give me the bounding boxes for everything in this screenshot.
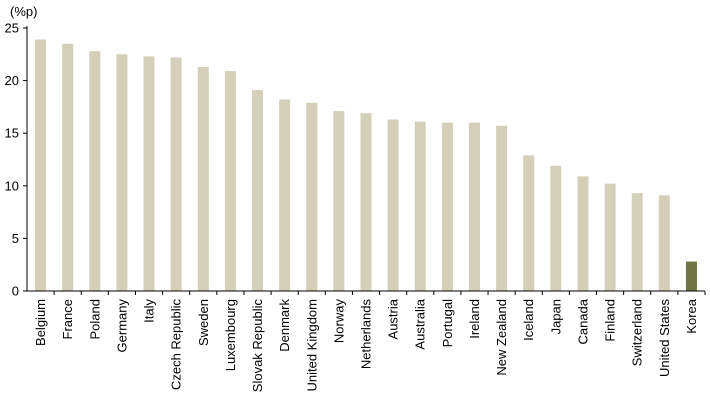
x-category-label: Ireland — [467, 299, 482, 339]
x-category-label: Czech Republic — [169, 299, 184, 391]
x-category-label: Italy — [142, 299, 157, 323]
x-category-label: Finland — [603, 299, 618, 342]
x-category-label: Portugal — [440, 299, 455, 348]
y-tick-label: 10 — [5, 178, 19, 193]
x-category-label: Germany — [114, 299, 129, 353]
x-axis-labels: Belgium France Poland Germany Italy Czech Rep… — [33, 291, 706, 393]
bar-luxembourg — [224, 71, 236, 291]
bar-poland — [89, 51, 101, 292]
x-category-label: Canada — [575, 298, 590, 344]
bar-sweden — [197, 66, 209, 291]
x-category-label: Denmark — [277, 299, 292, 352]
bar-netherlands — [360, 113, 372, 291]
y-tick-label: 5 — [12, 231, 19, 246]
bar-germany — [116, 54, 128, 291]
x-category-label: United Kingdom — [304, 299, 319, 392]
x-category-label: Japan — [548, 299, 563, 334]
y-tick-label: 0 — [12, 284, 19, 299]
x-category-label: Luxembourg — [223, 299, 238, 371]
bar-australia — [414, 121, 426, 292]
x-category-label: Sweden — [196, 299, 211, 346]
bar-france — [62, 43, 74, 291]
bar-new-zealand — [496, 125, 508, 291]
bar-united-kingdom — [306, 102, 318, 291]
bar-czech-republic — [170, 57, 182, 292]
bar-canada — [577, 176, 589, 291]
x-category-label: Netherlands — [359, 299, 374, 370]
x-category-label: Belgium — [33, 299, 48, 346]
y-tick-label: 25 — [5, 21, 19, 36]
bar-iceland — [523, 155, 535, 291]
x-category-label: Korea — [684, 298, 699, 333]
x-category-label: Switzerland — [630, 299, 645, 366]
bar-ireland — [468, 122, 480, 292]
bar-switzerland — [631, 193, 643, 291]
bar-portugal — [441, 122, 453, 292]
bar-denmark — [279, 99, 291, 291]
x-category-label: Norway — [331, 299, 346, 344]
x-category-label: United States — [657, 299, 672, 378]
x-category-label: France — [60, 299, 75, 339]
x-category-label: Iceland — [521, 299, 536, 341]
x-category-label: Australia — [413, 298, 428, 349]
bar-finland — [604, 183, 616, 291]
x-category-label: New Zealand — [494, 299, 509, 376]
bars-group — [35, 39, 697, 292]
bar-belgium — [35, 39, 47, 292]
x-category-label: Austria — [386, 298, 401, 339]
y-tick-label: 15 — [5, 126, 19, 141]
y-axis-ticks: 0 5 10 15 20 25 — [5, 21, 27, 299]
y-axis-unit-label: (%p) — [10, 4, 37, 19]
y-tick-label: 20 — [5, 73, 19, 88]
bar-norway — [333, 111, 345, 291]
bar-slovak-republic — [252, 90, 264, 292]
bar-austria — [387, 119, 399, 291]
x-category-label: Slovak Republic — [250, 299, 265, 393]
bar-italy — [143, 56, 155, 292]
bar-japan — [550, 165, 562, 291]
bar-korea — [685, 261, 697, 291]
x-category-label: Poland — [87, 299, 102, 339]
bar-united-states — [658, 195, 670, 291]
